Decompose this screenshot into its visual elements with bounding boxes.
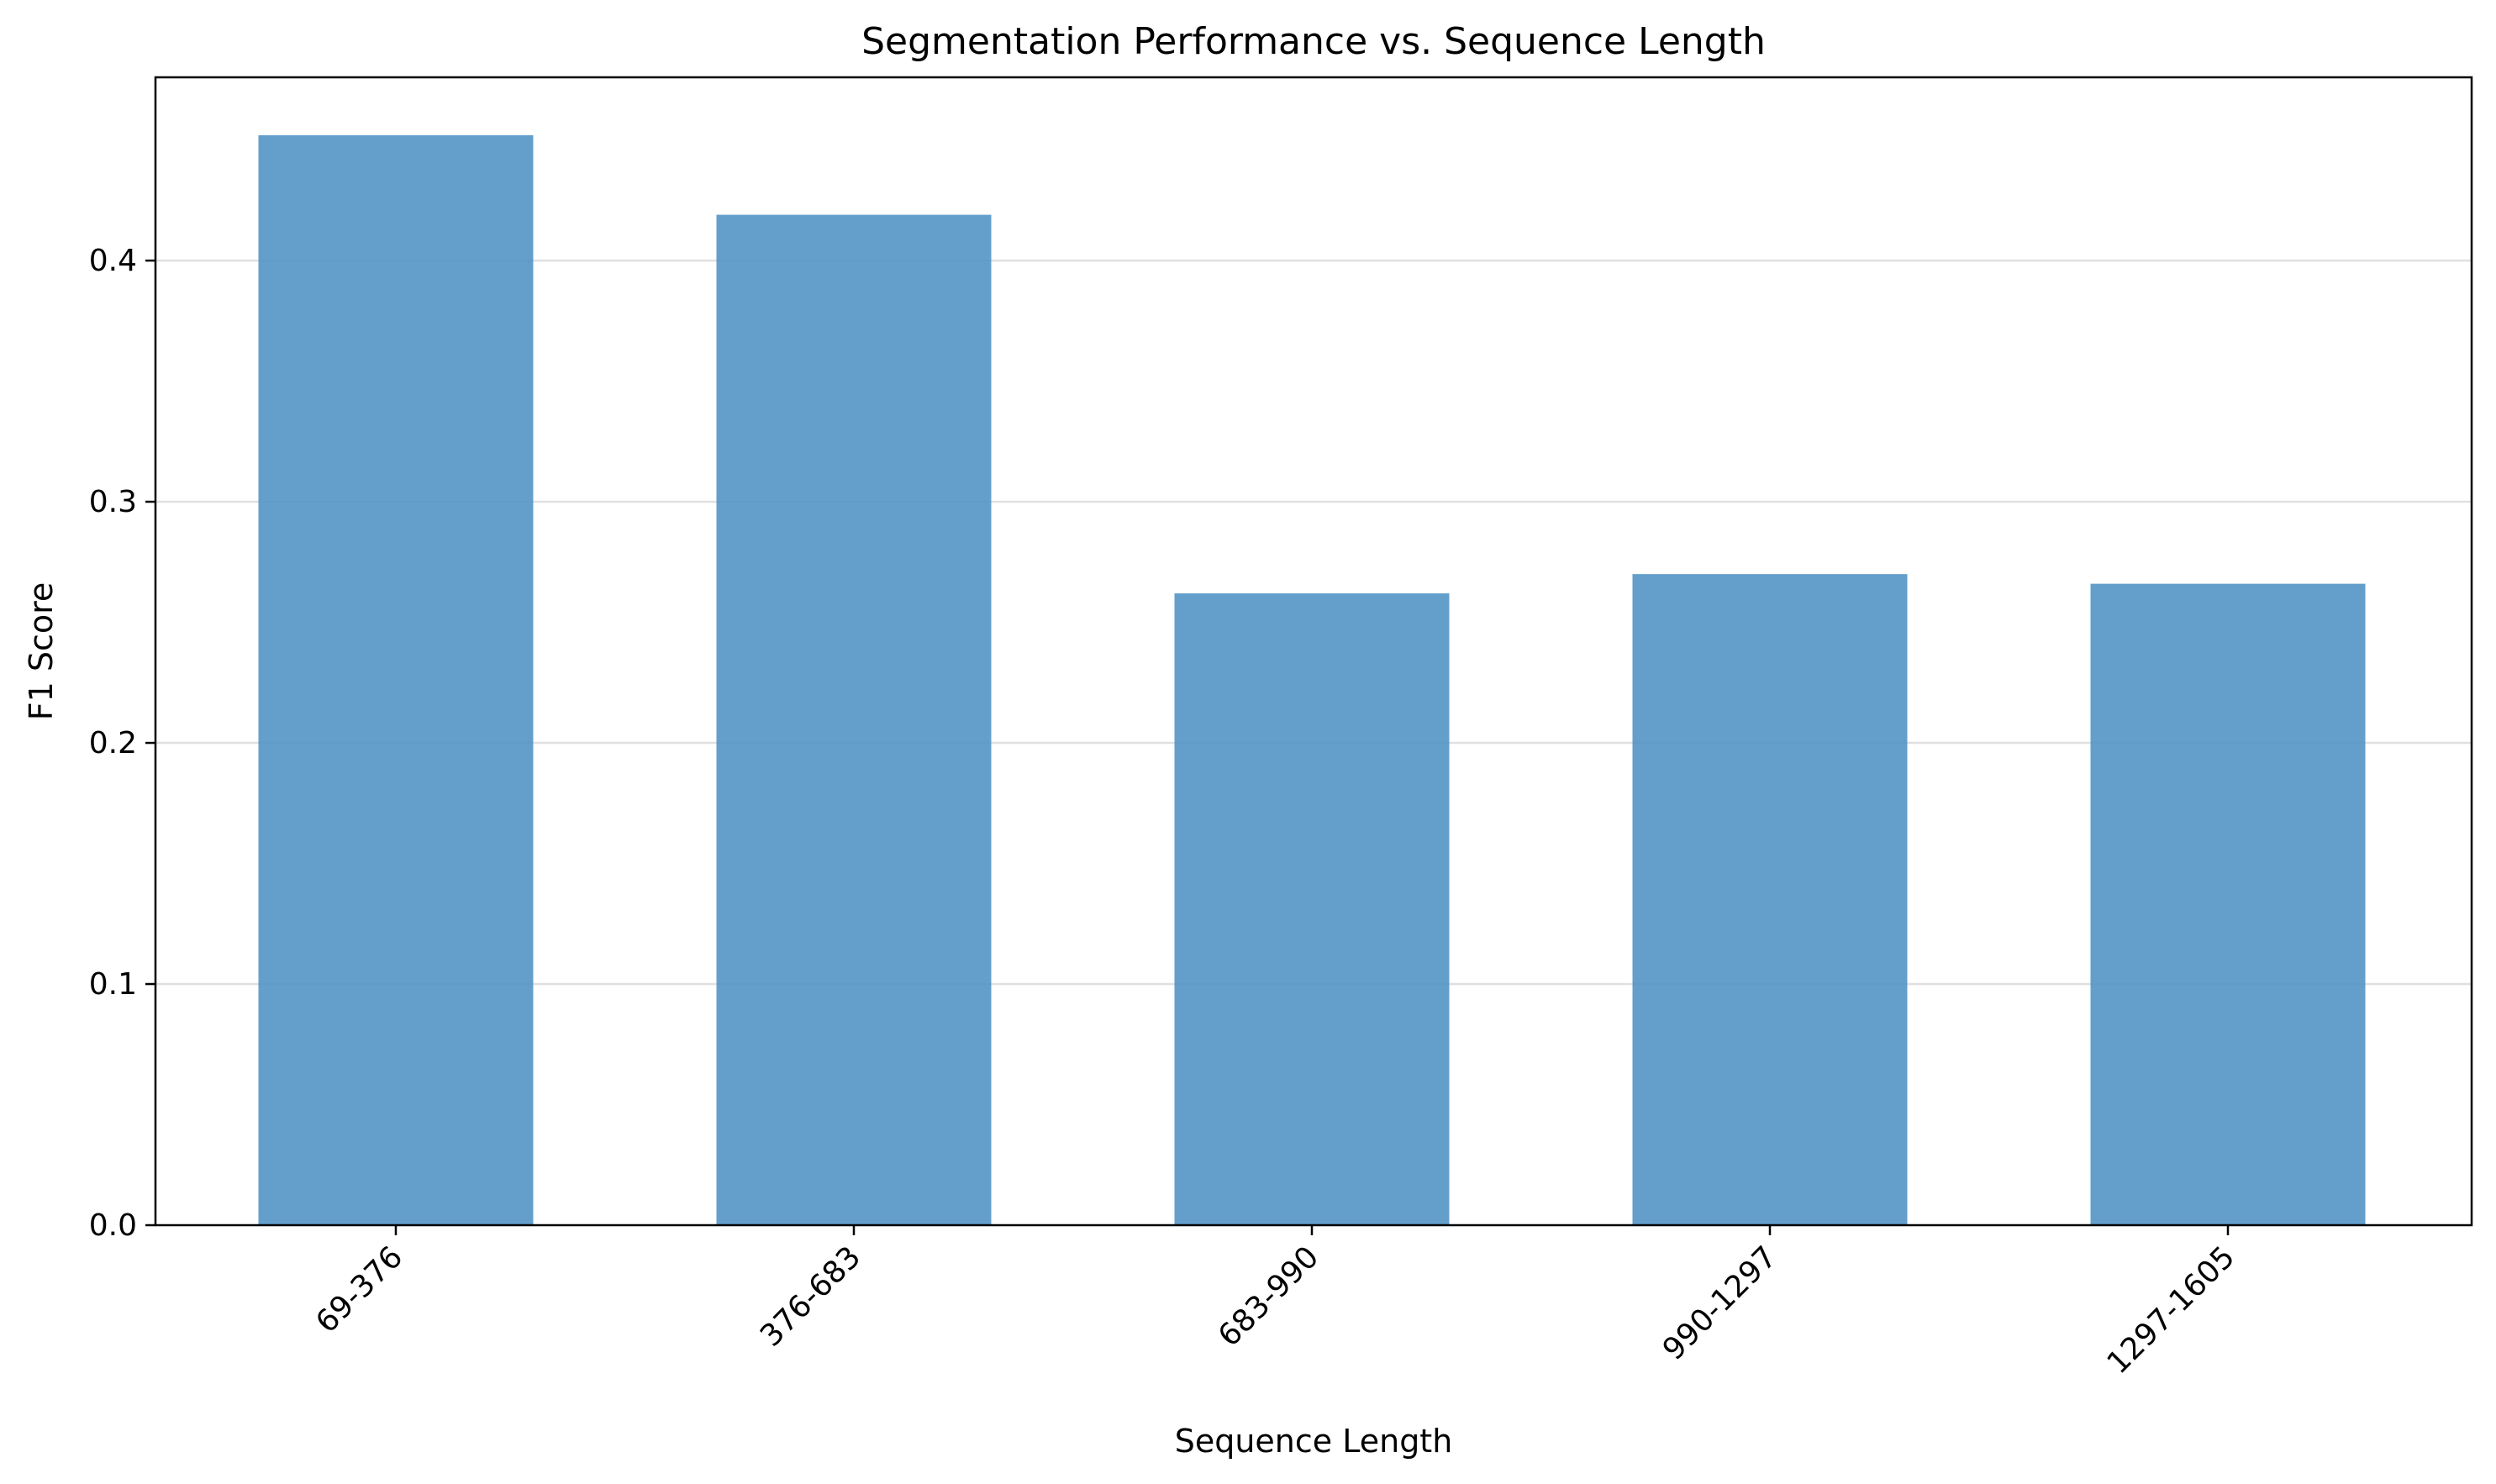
plot-frame bbox=[154, 76, 2473, 1227]
y-tick-label: 0.2 bbox=[89, 726, 137, 760]
x-tick-label: 990-1297 bbox=[1656, 1239, 1784, 1367]
bar-990-1297 bbox=[1632, 574, 1908, 1225]
y-axis-ticks: 0.0 0.1 0.2 0.3 0.4 bbox=[89, 244, 155, 1243]
bar-69-376 bbox=[258, 134, 534, 1226]
y-tick-label: 0.1 bbox=[89, 967, 137, 1002]
x-axis-label: Sequence Length bbox=[1175, 1423, 1453, 1460]
x-tick-label: 683-990 bbox=[1212, 1239, 1325, 1353]
x-axis-ticks: 69-376 376-683 683-990 990-1297 1297-1605 bbox=[309, 1225, 2241, 1381]
x-tick-label: 376-683 bbox=[754, 1239, 867, 1353]
x-tick-label: 1297-1605 bbox=[2101, 1239, 2242, 1381]
y-tick-label: 0.3 bbox=[89, 485, 137, 519]
bar-376-683 bbox=[716, 214, 992, 1225]
y-axis-label: F1 Score bbox=[23, 582, 60, 721]
y-tick-label: 0.4 bbox=[89, 244, 137, 278]
bars bbox=[258, 134, 2366, 1226]
bar-1297-1605 bbox=[2090, 583, 2366, 1225]
y-tick-label: 0.0 bbox=[89, 1208, 137, 1243]
x-tick-label: 69-376 bbox=[309, 1239, 409, 1339]
bar-683-990 bbox=[1174, 593, 1450, 1225]
chart-title: Segmentation Performance vs. Sequence Le… bbox=[861, 20, 1766, 63]
